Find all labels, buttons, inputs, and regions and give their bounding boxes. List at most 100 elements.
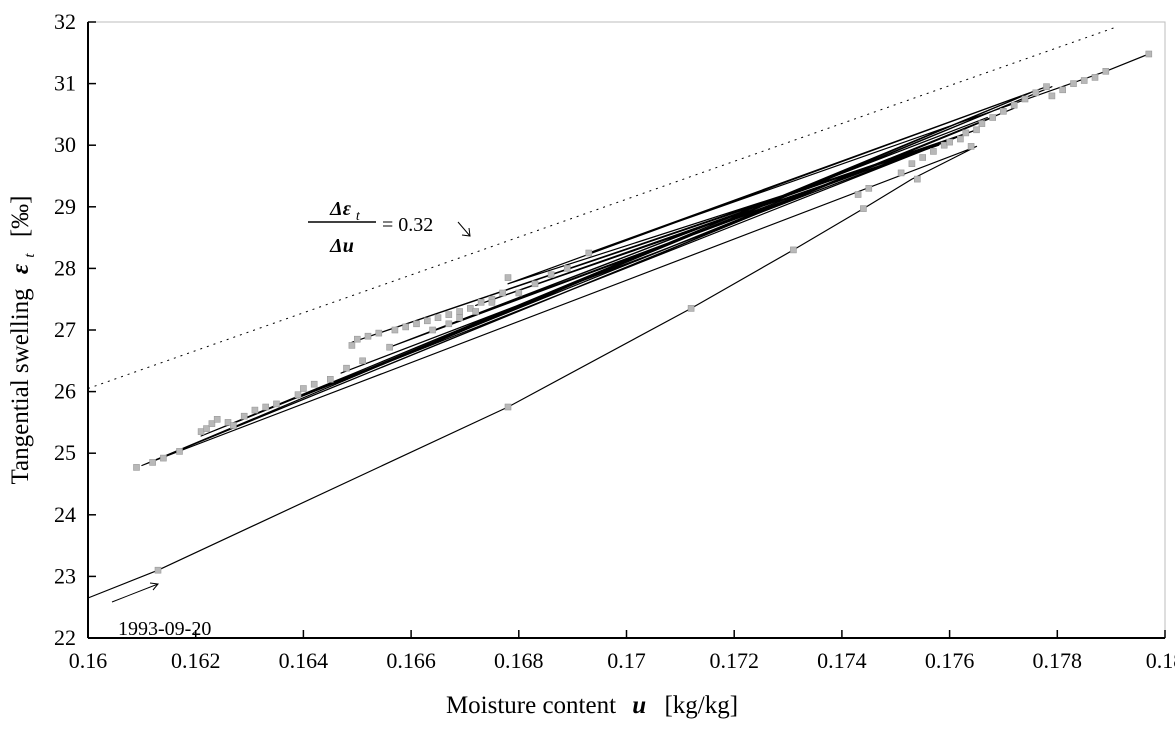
data-point [1043, 83, 1050, 90]
data-point [149, 459, 156, 466]
data-point [930, 148, 937, 155]
x-tick-label: 0.16 [69, 648, 108, 673]
data-point [946, 138, 953, 146]
data-point [547, 271, 555, 278]
date-annotation: 1993-09-20 [111, 582, 211, 640]
data-point [466, 305, 474, 312]
data-point [1059, 86, 1066, 94]
reference-slope-line [87, 26, 1117, 389]
series-layer [87, 53, 1150, 599]
slope-numerator-subscript: t [356, 209, 361, 224]
data-point [865, 185, 873, 192]
data-point [989, 114, 997, 121]
data-point [967, 143, 975, 150]
data-point [1102, 68, 1110, 75]
data-point [445, 311, 453, 318]
date-annotation-label: 1993-09-20 [118, 618, 211, 640]
data-point [1010, 101, 1018, 109]
data-point [294, 391, 302, 399]
data-point [1000, 108, 1007, 115]
data-point [203, 425, 210, 432]
data-point [1145, 50, 1153, 58]
data-point [262, 403, 270, 411]
data-point [957, 135, 964, 143]
y-axis-title-subscript: t [22, 253, 38, 258]
data-point [133, 464, 140, 471]
x-axis-title-unit: [kg/kg] [664, 692, 738, 719]
data-point [860, 205, 867, 212]
y-axis-title-symbol: ε [7, 263, 34, 274]
data-point [854, 191, 862, 198]
x-axis-title: Moisture content u [kg/kg] [446, 692, 738, 719]
data-point [1048, 92, 1056, 100]
x-tick-label: 0.176 [925, 648, 975, 673]
data-point [213, 415, 221, 423]
data-point [359, 357, 366, 365]
data-point [208, 420, 216, 427]
data-point [978, 120, 986, 127]
data-point [445, 320, 453, 328]
data-point [391, 326, 399, 334]
data-point [1091, 74, 1099, 81]
x-tick-label: 0.178 [1033, 648, 1083, 673]
data-point [434, 314, 442, 322]
data-point [364, 332, 372, 340]
data-point [908, 160, 916, 167]
y-tick-label: 32 [54, 9, 76, 34]
data-point [585, 249, 593, 257]
y-axis-title-label: Tangential swelling [7, 288, 34, 485]
data-point [563, 265, 571, 272]
y-tick-label: 28 [54, 255, 76, 280]
x-tick-label: 0.164 [279, 648, 329, 673]
data-point [499, 289, 506, 297]
data-point [472, 308, 480, 315]
data-point [477, 298, 485, 306]
data-point [1080, 77, 1088, 84]
y-tick-label: 27 [54, 317, 76, 342]
slope-arrow [457, 221, 471, 237]
slope-denominator: Δu [329, 235, 354, 257]
data-point [251, 406, 259, 414]
points-layer [133, 50, 1153, 574]
y-tick-label: 31 [54, 71, 76, 96]
y-tick-label: 22 [54, 625, 76, 650]
data-point [413, 320, 420, 328]
x-tick-label: 0.18 [1146, 648, 1175, 673]
data-point [913, 175, 921, 183]
data-point [962, 129, 970, 137]
x-axis-title-symbol: u [632, 692, 646, 719]
data-point [504, 403, 512, 411]
x-tick-label: 0.166 [386, 648, 436, 673]
data-point [240, 412, 248, 420]
data-point [1070, 80, 1077, 87]
y-tick-label: 23 [54, 563, 76, 588]
x-tick-label: 0.172 [709, 648, 759, 673]
data-point [1021, 95, 1029, 103]
y-axis: 22 23 24 25 26 27 28 29 30 31 32 [54, 9, 96, 650]
x-tick-label: 0.162 [171, 648, 221, 673]
slope-numerator-text: Δε [329, 198, 352, 220]
data-point [154, 566, 162, 574]
data-point [326, 375, 334, 383]
y-axis-title-unit: [‰] [7, 196, 34, 238]
data-point [300, 385, 307, 392]
x-tick-label: 0.174 [817, 648, 867, 673]
data-point [386, 343, 393, 351]
data-point [504, 274, 512, 281]
y-axis-title: Tangential swelling ε t [‰] [7, 196, 40, 485]
data-point [456, 314, 463, 322]
data-point [310, 380, 318, 388]
data-point [897, 169, 905, 177]
data-point [531, 280, 539, 288]
data-point [488, 298, 496, 306]
data-point [973, 126, 980, 134]
y-tick-label: 30 [54, 132, 76, 157]
y-tick-label: 25 [54, 440, 76, 465]
slope-annotation: Δε t Δu = 0.32 [308, 198, 471, 257]
data-point [515, 289, 523, 297]
data-point [160, 454, 167, 462]
data-point [423, 317, 431, 325]
data-point [456, 308, 463, 315]
